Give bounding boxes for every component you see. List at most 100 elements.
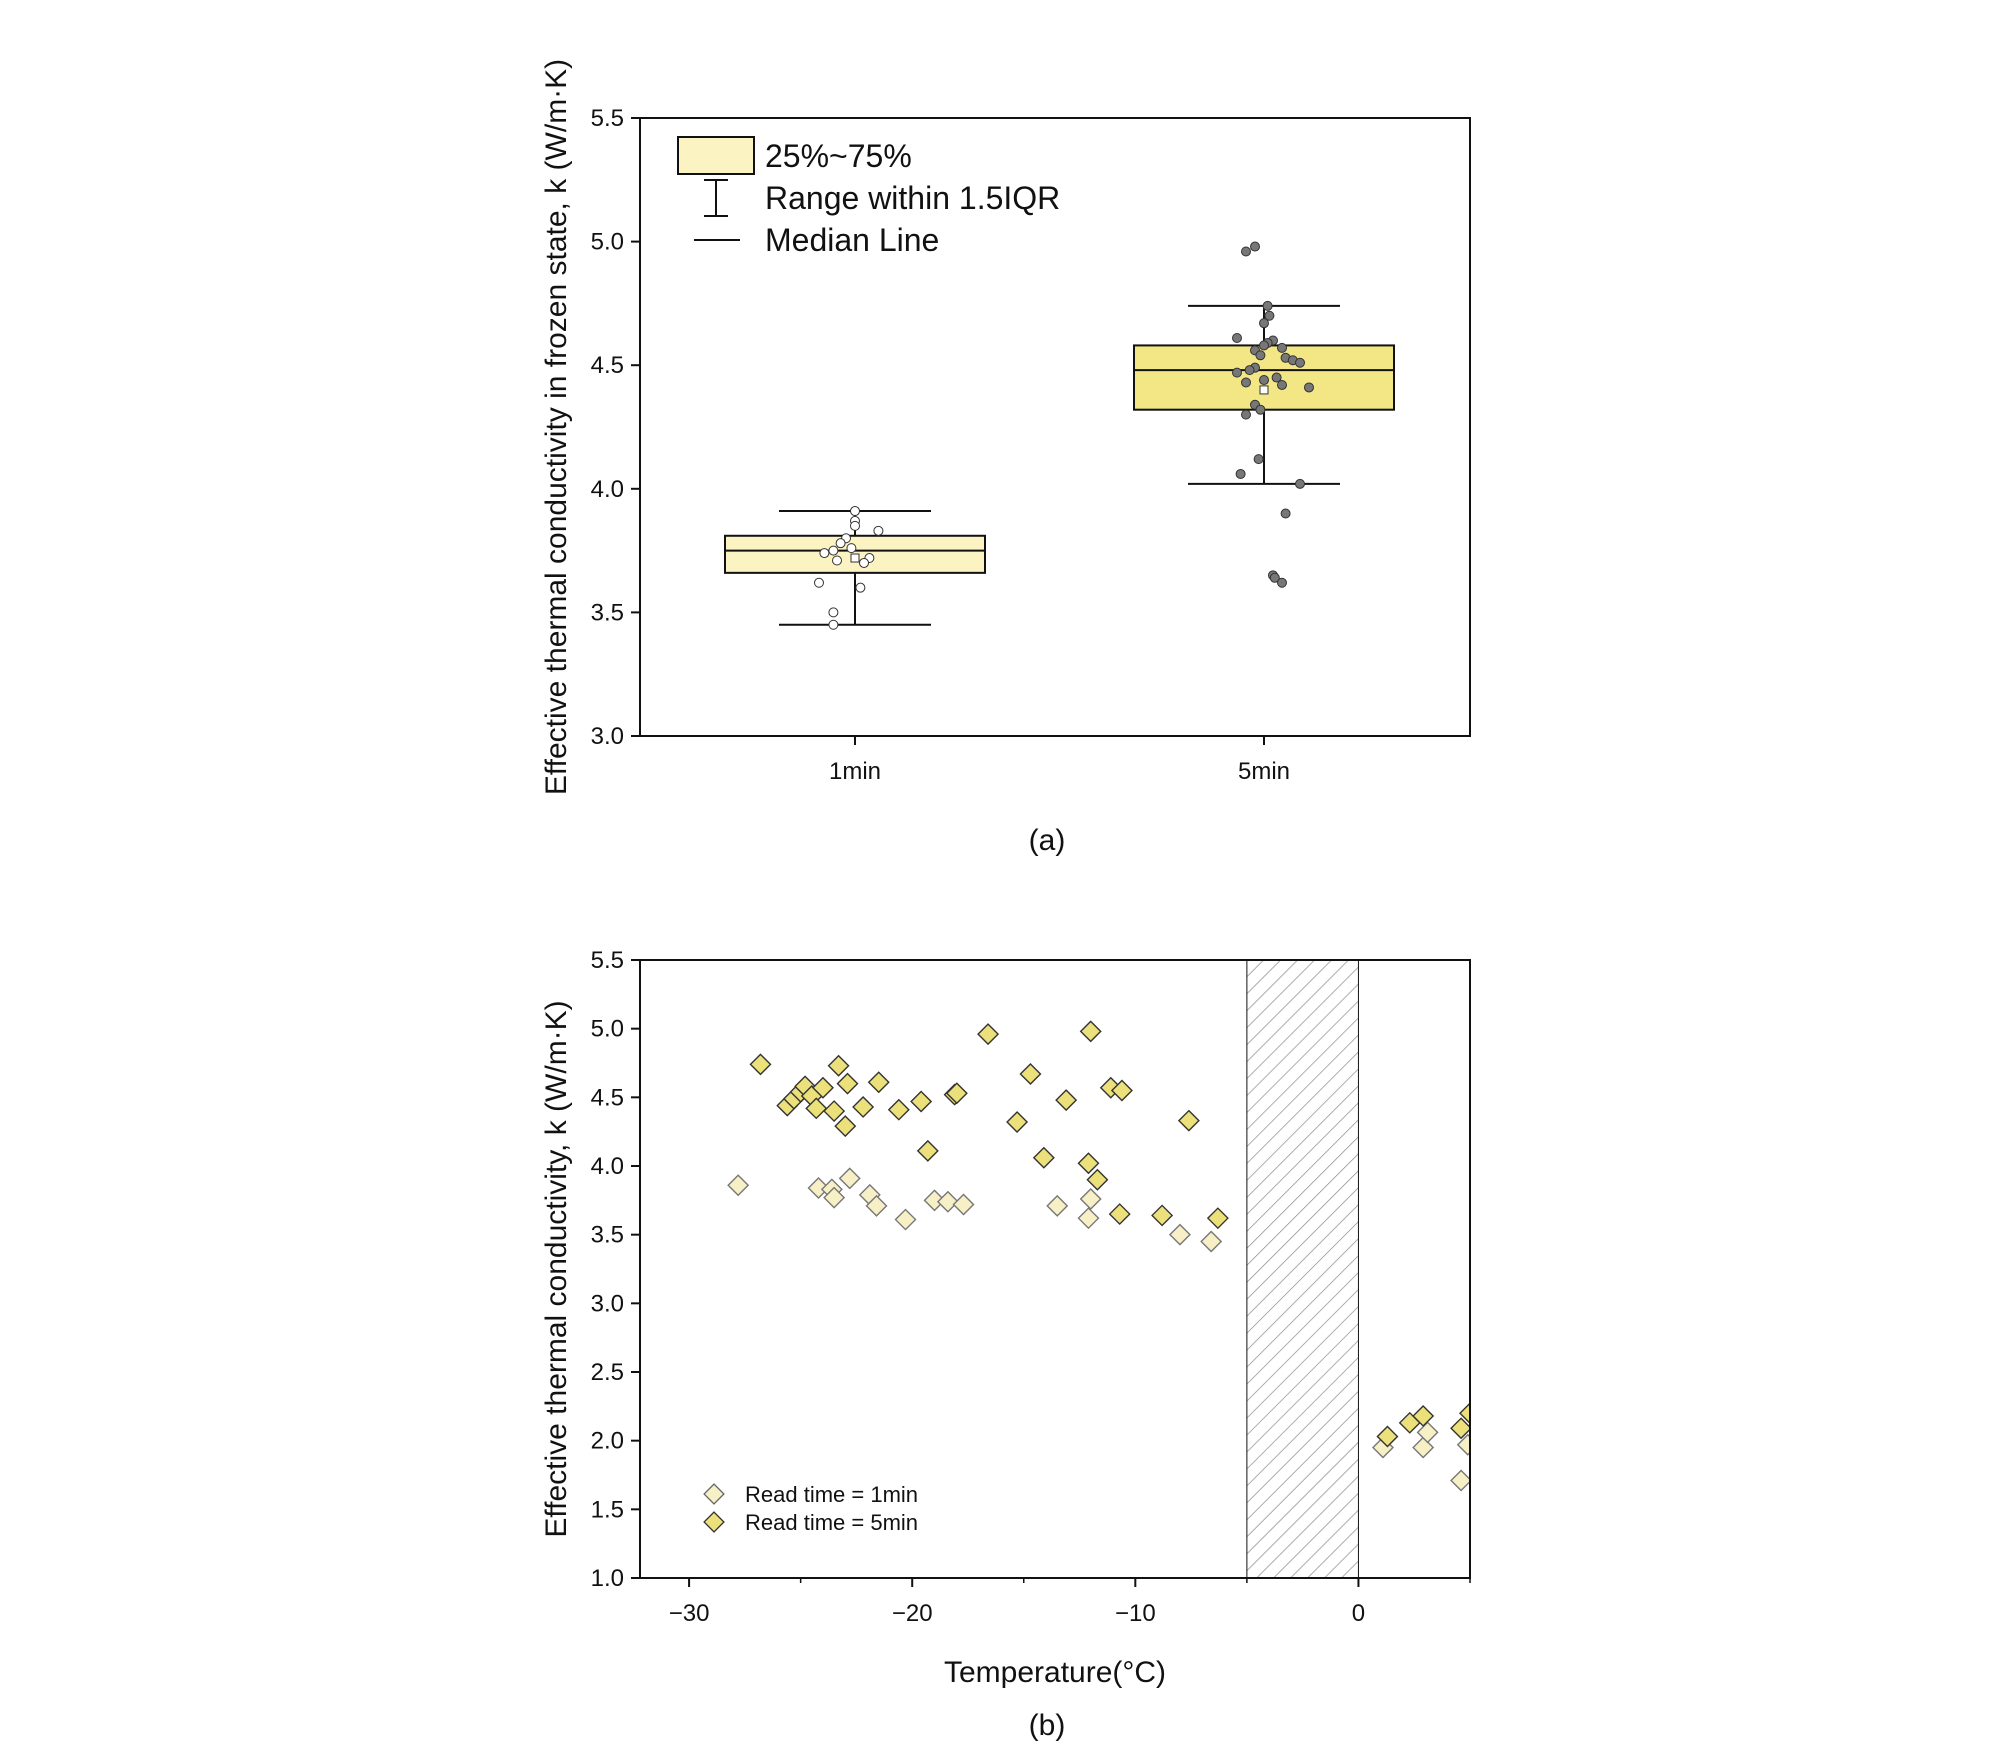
data-point [936,1190,959,1213]
data-point [828,619,839,630]
y-tick-label: 1.5 [591,1496,624,1523]
data-point [1304,382,1314,393]
y-tick-label: 2.0 [591,1428,624,1455]
data-point [1269,572,1280,583]
box-chart-panel: 3.0 3.5 4.0 4.5 5.0 5.5 1min 5min Effective th… [540,59,1471,857]
data-point [1459,1402,1470,1425]
data-point [1376,1425,1399,1448]
data-point [836,1072,859,1095]
legend-label-1min: Read time = 1min [745,1482,918,1507]
data-point [1046,1194,1069,1217]
data-point [850,520,860,531]
data-point [1019,1063,1042,1085]
y-tick-label: 5.0 [591,1016,624,1043]
legend-whisker-label: Range within 1.5IQR [765,180,1060,216]
data-point [1232,367,1242,378]
data-point [1255,350,1266,361]
data-point [819,548,830,559]
data-point [1241,246,1251,257]
data-point [749,1053,772,1076]
x-tick-label: −10 [1115,1600,1156,1627]
data-point [1079,1020,1102,1043]
y-tick-label: 3.5 [591,1222,624,1249]
data-point [887,1098,910,1121]
legend-box-label: 25%~75% [765,138,912,174]
legend-median-label: Median Line [765,222,939,258]
data-point [1241,409,1251,420]
y-tick-label: 4.0 [591,476,624,503]
panel-caption-a: (a) [1029,824,1066,857]
x-tick-label: −30 [669,1600,710,1627]
data-point [811,1076,834,1099]
data-point [827,1054,850,1077]
data-point [1450,1469,1470,1492]
data-point [1262,300,1273,311]
data-point [1244,365,1255,376]
data-point [952,1193,975,1216]
legend: Read time = 1min Read time = 5min [703,1482,918,1535]
data-point [1264,310,1275,321]
data-point [859,557,869,568]
data-point [1416,1421,1439,1444]
data-point [823,1100,846,1123]
data-point [850,506,860,517]
data-point [1250,241,1260,252]
data-point [1295,478,1305,489]
data-point [1271,372,1282,383]
data-point [1006,1111,1029,1134]
data-point [1295,357,1305,368]
data-point [1168,1223,1191,1246]
data-point [873,525,884,536]
data-point [1077,1207,1100,1230]
y-tick-label: 3.5 [591,599,624,626]
data-point [1200,1230,1223,1253]
data-point [1277,577,1287,588]
data-point [1259,318,1269,329]
data-point [832,555,842,566]
box-plot-area [724,241,1395,630]
y-tick-label: 2.5 [591,1359,624,1386]
data-point [852,1095,875,1118]
scatter-chart-panel: 1.0 1.5 2.0 2.5 3.0 3.5 4.0 4.5 5.0 5.5 −30 −20 −10… [540,947,1471,1742]
x-axis-title: Temperature(°C) [944,1656,1166,1689]
y-tick-label: 4.5 [591,1084,624,1111]
y-tick-label: 4.5 [591,352,624,379]
legend-box-swatch [677,136,755,175]
x-tick-label: 1min [829,758,881,785]
data-point [1055,1089,1078,1112]
y-axis-title: Effective thermal conductivity in frozen… [540,59,573,795]
data-point [1077,1152,1100,1175]
data-point [1177,1109,1200,1132]
data-point [1277,379,1287,390]
data-point [1259,375,1269,386]
data-point [835,538,846,549]
x-tick-label: −20 [892,1600,933,1627]
data-point [1255,404,1266,415]
data-point [805,1097,828,1120]
data-point [1259,340,1269,351]
data-point [1412,1404,1435,1427]
data-point [923,1189,946,1212]
y-tick-label: 3.0 [591,723,624,750]
x-tick-label: 0 [1352,1600,1365,1627]
data-point [1206,1207,1229,1230]
y-tick-label: 3.0 [591,1290,624,1317]
panel-caption-b: (b) [1029,1709,1066,1742]
data-point [865,1194,888,1217]
hatched-region [1246,959,1359,1579]
data-point [1110,1079,1133,1102]
data-point [1450,1417,1470,1440]
plot-frame [639,959,1471,1579]
box-5min [1133,241,1395,588]
data-point [1086,1168,1109,1191]
series-5min [749,1020,1470,1448]
y-axis: 3.0 3.5 4.0 4.5 5.0 5.5 [591,105,640,750]
legend-marker-1min [703,1483,725,1505]
data-point [814,577,824,588]
y-tick-label: 5.5 [591,947,624,974]
x-tick-label: 5min [1238,758,1290,785]
data-point [1232,333,1242,344]
legend: 25%~75% Range within 1.5IQR Median Line [677,136,1060,258]
data-point [828,607,839,618]
data-point [916,1139,939,1162]
